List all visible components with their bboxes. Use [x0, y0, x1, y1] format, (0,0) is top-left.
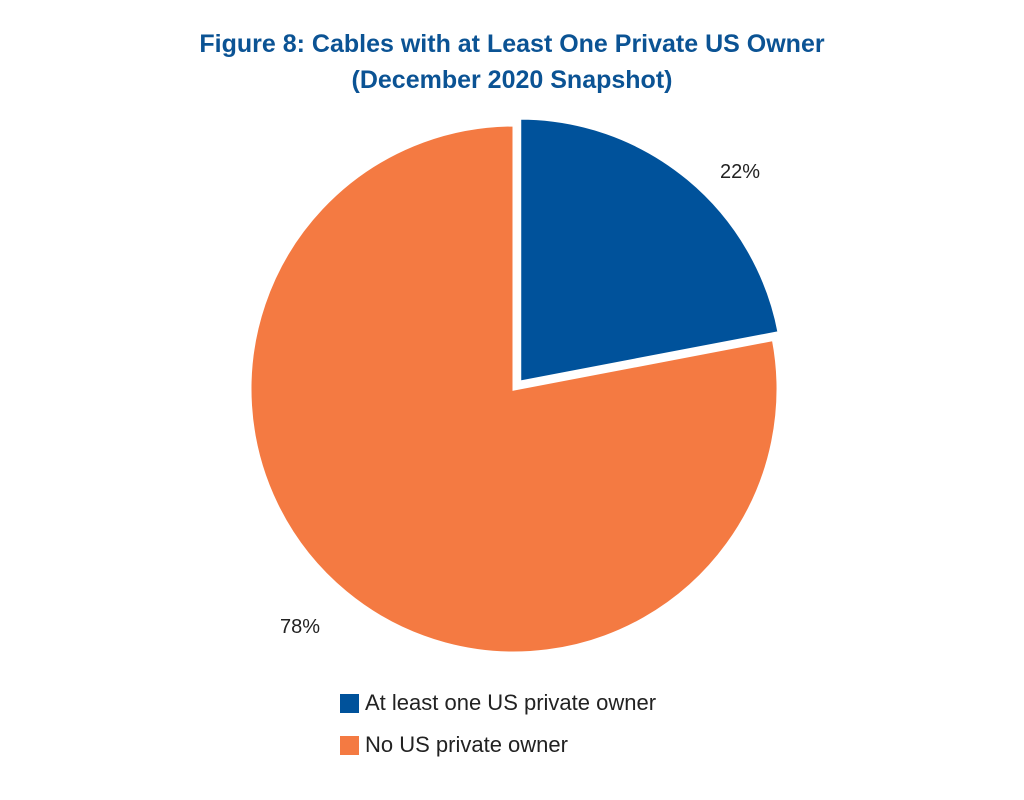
legend-label: No US private owner [365, 732, 568, 757]
pie-slice-0 [518, 116, 781, 384]
chart-legend: At least one US private owner No US priv… [340, 686, 656, 770]
pie-slices [248, 116, 781, 655]
chart-title-line: Figure 8: Cables with at Least One Priva… [199, 30, 825, 58]
pie-slice-1 [248, 123, 780, 655]
slice-value-label-0: 22% [720, 161, 760, 183]
legend-label: At least one US private owner [365, 690, 657, 715]
chart-subtitle: (December 2020 Snapshot) [351, 66, 673, 94]
slice-value-label-1: 78% [280, 616, 320, 638]
legend-swatch [340, 735, 359, 755]
chart-title: Figure 8: Cables with at Least One Priva… [0, 26, 1024, 98]
pie-labels: 22% 78% [280, 161, 760, 638]
legend-swatch [340, 693, 359, 713]
legend-item-us-owner: At least one US private owner [340, 686, 656, 720]
legend-item-no-us-owner: No US private owner [340, 728, 656, 762]
